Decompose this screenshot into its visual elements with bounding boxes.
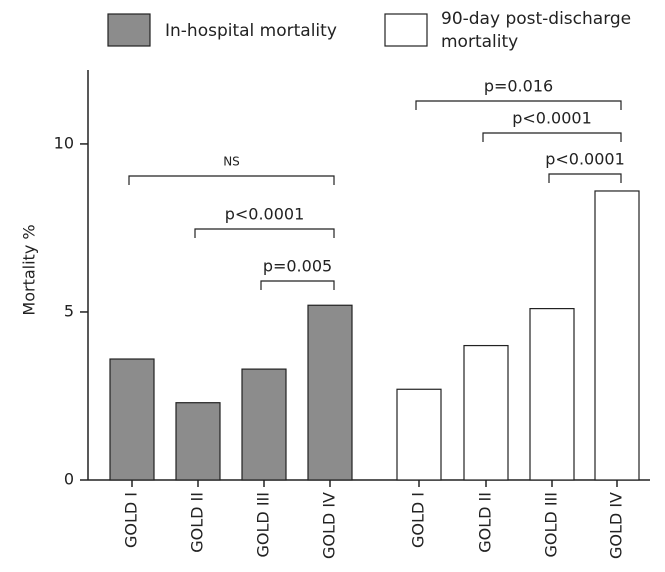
bracket [548, 173, 622, 183]
x-tick-label: GOLD III [542, 492, 561, 557]
legend-swatch [107, 13, 151, 47]
x-tick-label: GOLD II [188, 492, 207, 553]
x-tick-label: GOLD II [476, 492, 495, 553]
bar [241, 368, 287, 481]
annotation: p<0.0001 [512, 109, 592, 128]
bar [529, 308, 575, 481]
annotation: p<0.0001 [225, 205, 305, 224]
y-tick-label: 5 [64, 301, 74, 320]
bar [594, 190, 640, 481]
y-tick-label: 0 [64, 470, 74, 489]
x-tick-label: GOLD IV [320, 492, 339, 559]
legend-swatch [384, 13, 428, 47]
bar [175, 402, 221, 481]
bar [307, 304, 353, 481]
bar [463, 344, 509, 481]
legend-label: 90-day post-discharge mortality [441, 9, 632, 52]
x-tick-label: GOLD I [409, 492, 428, 548]
y-axis-label: Mortality % [20, 224, 39, 315]
bracket [415, 100, 622, 110]
bracket [260, 280, 335, 290]
bracket [128, 175, 335, 185]
legend-label: In-hospital mortality [165, 21, 337, 41]
bar [109, 358, 155, 481]
bracket [194, 228, 335, 238]
bar [396, 388, 442, 481]
x-tick-label: GOLD I [122, 492, 141, 548]
bracket [482, 132, 622, 142]
annotation: NS [223, 155, 240, 169]
annotation: p<0.0001 [545, 150, 625, 169]
annotation: p=0.005 [263, 257, 332, 276]
y-tick-label: 10 [54, 133, 74, 152]
x-tick-label: GOLD III [254, 492, 273, 557]
x-tick-label: GOLD IV [607, 492, 626, 559]
annotation: p=0.016 [484, 77, 553, 96]
